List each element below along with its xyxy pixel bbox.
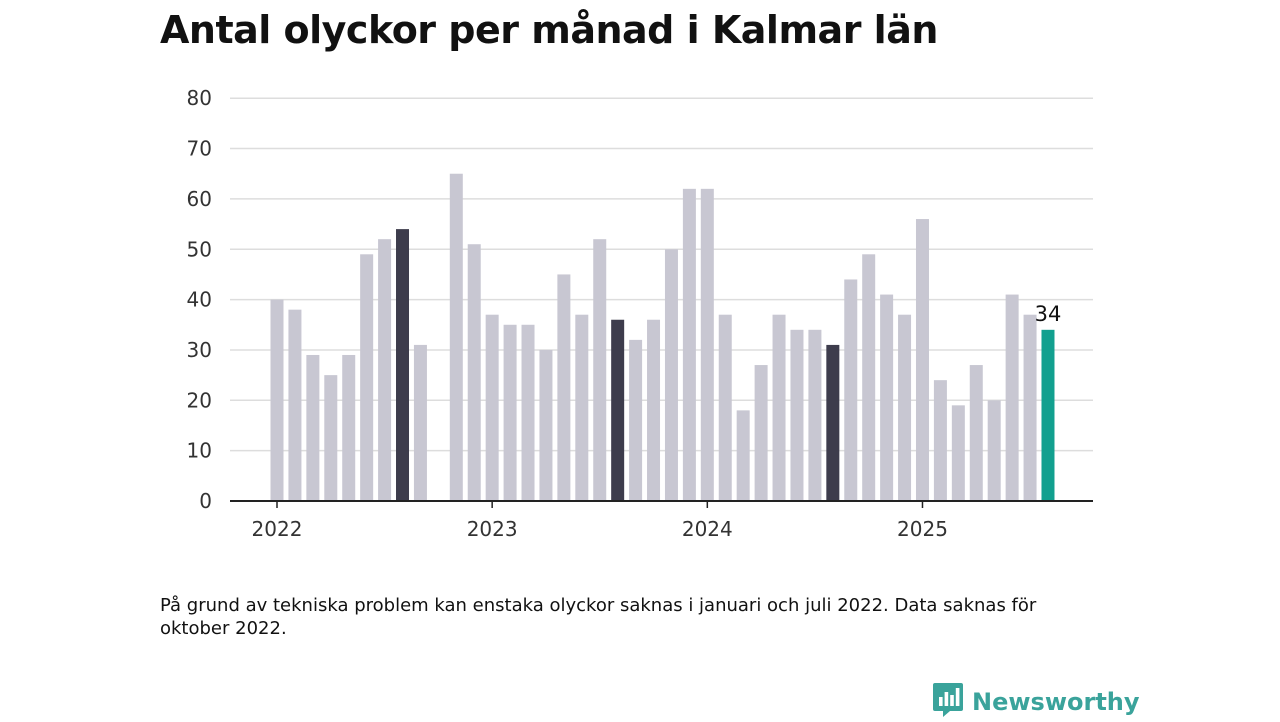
data-labels: 34 — [1035, 302, 1062, 326]
bar-2022-06 — [360, 254, 374, 501]
bar-2022-05 — [342, 354, 356, 501]
bar-2024-11 — [880, 294, 894, 501]
y-tick-label: 40 — [187, 288, 212, 312]
bar-2022-12 — [467, 244, 481, 501]
bar-2023-05 — [557, 274, 571, 501]
brand-logo[interactable]: Newsworthy — [932, 682, 1140, 722]
bar-2023-03 — [521, 324, 535, 501]
bar-2025-06 — [1005, 294, 1019, 501]
bar-2023-12 — [682, 188, 696, 501]
brand-name: Newsworthy — [972, 688, 1140, 716]
y-tick-label: 0 — [199, 489, 212, 513]
bar-2024-01 — [700, 188, 714, 501]
bar-2025-02 — [933, 380, 947, 501]
bar-2025-01 — [915, 219, 929, 502]
bar-2025-08 — [1041, 329, 1055, 501]
bar-2022-09 — [413, 344, 427, 501]
bar-2022-11 — [449, 173, 463, 501]
x-tick-label: 2024 — [682, 517, 733, 541]
bar-2022-08 — [396, 229, 410, 502]
bar-2023-11 — [664, 249, 678, 501]
bar-2023-06 — [575, 314, 589, 501]
bar-chart: 0 10 20 30 40 50 60 70 80 2022 2023 2024 2025 34 — [187, 86, 1093, 541]
bar-2024-08 — [826, 344, 840, 501]
newsworthy-logo-icon — [932, 682, 964, 722]
y-tick-label: 80 — [187, 86, 212, 110]
bar-2022-04 — [324, 375, 338, 501]
bar-2024-09 — [844, 279, 858, 501]
y-axis-ticks: 0 10 20 30 40 50 60 70 80 — [187, 86, 212, 513]
y-tick-label: 50 — [187, 237, 212, 261]
chart-title: Antal olyckor per månad i Kalmar län — [160, 8, 938, 52]
bar-2023-09 — [629, 339, 643, 501]
chart-footnote: På grund av tekniska problem kan enstaka… — [160, 595, 1037, 639]
y-tick-label: 60 — [187, 187, 212, 211]
y-tick-label: 10 — [187, 439, 212, 463]
grid-lines — [230, 97, 1093, 452]
bar-2025-05 — [987, 400, 1001, 501]
bar-2022-01 — [270, 299, 284, 501]
bar-2023-07 — [593, 239, 607, 501]
bar-2024-04 — [754, 365, 768, 501]
bar-2022-03 — [306, 354, 320, 501]
bar-2025-07 — [1023, 314, 1037, 501]
bar-2023-01 — [485, 314, 499, 501]
bar-2025-04 — [969, 365, 983, 501]
bar-2023-04 — [539, 349, 553, 501]
data-label: 34 — [1035, 302, 1062, 326]
bar-2024-12 — [898, 314, 912, 501]
y-tick-label: 20 — [187, 388, 212, 412]
bar-2025-03 — [951, 405, 965, 501]
bar-2023-10 — [647, 319, 661, 501]
x-tick-label: 2023 — [467, 517, 518, 541]
bar-2024-05 — [772, 314, 786, 501]
bars — [270, 173, 1055, 502]
bar-2024-06 — [790, 329, 804, 501]
y-tick-label: 30 — [187, 338, 212, 362]
x-tick-label: 2022 — [252, 517, 303, 541]
x-tick-label: 2025 — [897, 517, 948, 541]
bar-2022-02 — [288, 309, 302, 501]
bar-2024-03 — [736, 410, 750, 501]
bar-2022-07 — [378, 239, 392, 501]
y-tick-label: 70 — [187, 137, 212, 161]
bar-2024-10 — [862, 254, 876, 501]
bar-2023-02 — [503, 324, 517, 501]
bar-2023-08 — [611, 319, 625, 501]
x-axis: 2022 2023 2024 2025 — [230, 500, 1093, 541]
bar-2024-07 — [808, 329, 822, 501]
bar-2024-02 — [718, 314, 732, 501]
